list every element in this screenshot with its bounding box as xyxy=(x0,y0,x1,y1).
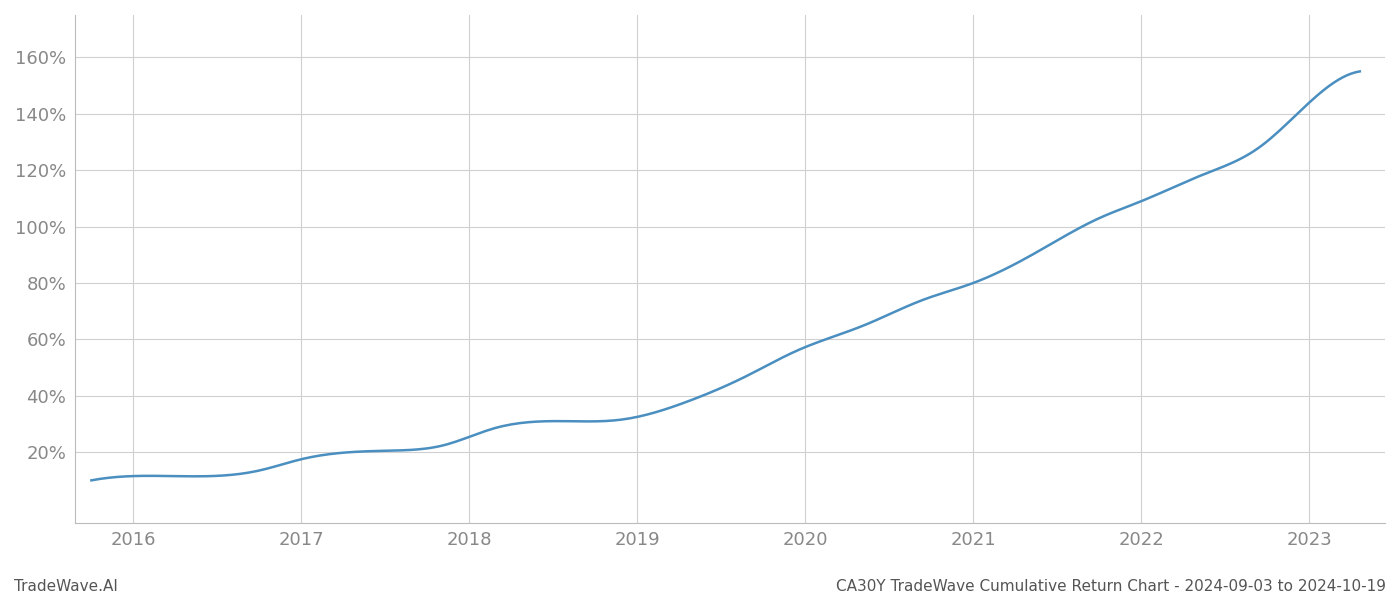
Text: CA30Y TradeWave Cumulative Return Chart - 2024-09-03 to 2024-10-19: CA30Y TradeWave Cumulative Return Chart … xyxy=(836,579,1386,594)
Text: TradeWave.AI: TradeWave.AI xyxy=(14,579,118,594)
